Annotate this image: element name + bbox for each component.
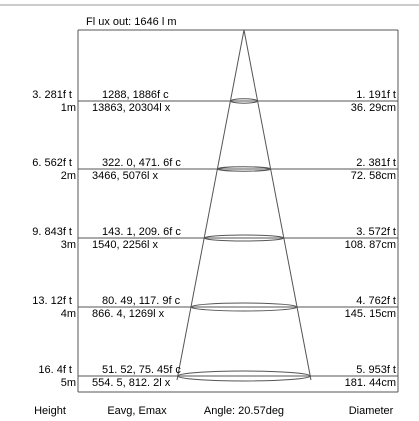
illuminance-fc: 51. 52, 75. 45f c xyxy=(102,364,181,376)
diameter-cm: 72. 58cm xyxy=(350,170,396,182)
height-ft: 3. 281f t xyxy=(32,89,72,101)
beam-spot-ellipse xyxy=(177,370,311,382)
height-ft: 9. 843f t xyxy=(32,226,72,238)
height-m: 3m xyxy=(60,239,76,251)
diameter-ft: 1. 191f t xyxy=(356,89,396,101)
beam-spot-ellipse xyxy=(229,98,259,104)
beam-spot-ellipse xyxy=(216,166,272,172)
beam-edge-right xyxy=(243,29,312,381)
diameter-cm: 181. 44cm xyxy=(344,377,396,389)
diameter-ft: 5. 953f t xyxy=(356,364,396,376)
diameter-ft: 3. 572f t xyxy=(356,226,396,238)
height-ft: 13. 12f t xyxy=(32,295,72,307)
illuminance-lx: 3466, 5076l x xyxy=(92,170,159,182)
height-m: 4m xyxy=(60,308,76,320)
height-ft: 16. 4f t xyxy=(38,364,72,376)
beam-spot-ellipse xyxy=(190,302,298,312)
footer-illuminance: Eavg, Emax xyxy=(107,405,167,417)
height-m: 1m xyxy=(60,102,76,114)
illuminance-lx: 13863, 20304l x xyxy=(92,102,171,114)
height-ft: 6. 562f t xyxy=(32,157,72,169)
footer-angle: Angle: 20.57deg xyxy=(203,405,285,417)
diameter-ft: 2. 381f t xyxy=(356,157,396,169)
flux-output-label: Fl ux out: 1646 l m xyxy=(86,16,177,28)
diameter-ft: 4. 762f t xyxy=(356,295,396,307)
footer-height: Height xyxy=(34,405,66,417)
footer-diameter: Diameter xyxy=(348,405,394,417)
distance-lines xyxy=(78,98,398,382)
diameter-cm: 145. 15cm xyxy=(344,308,396,320)
illuminance-lx: 866. 4, 1269l x xyxy=(92,308,165,320)
beam-spot-ellipse xyxy=(203,234,285,242)
beam-edge-left xyxy=(176,29,245,381)
diameter-cm: 36. 29cm xyxy=(350,102,396,114)
height-m: 2m xyxy=(60,170,76,182)
illuminance-fc: 322. 0, 471. 6f c xyxy=(102,157,181,169)
illuminance-fc: 1288, 1886f c xyxy=(102,89,169,101)
illuminance-lx: 1540, 2256l x xyxy=(92,239,159,251)
height-m: 5m xyxy=(60,377,76,389)
illuminance-fc: 143. 1, 209. 6f c xyxy=(102,226,181,238)
illuminance-lx: 554. 5, 812. 2l x xyxy=(92,377,171,389)
illuminance-fc: 80. 49, 117. 9f c xyxy=(102,295,181,307)
diameter-cm: 108. 87cm xyxy=(344,239,396,251)
